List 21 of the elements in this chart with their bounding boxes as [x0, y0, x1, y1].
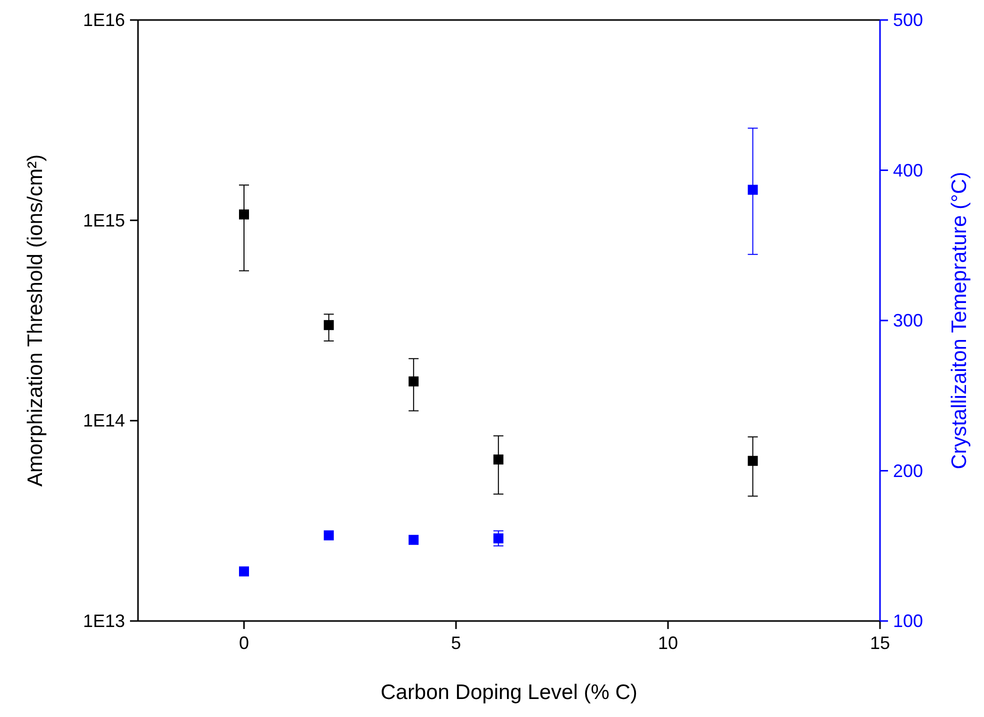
point [239, 209, 249, 220]
y2-tick-label: 200 [893, 460, 924, 481]
point [748, 456, 758, 466]
x-tick-label: 0 [238, 633, 250, 653]
x-tick-label: 10 [658, 633, 678, 653]
y2-tick-label: 300 [893, 310, 924, 330]
y-tick-label: 1E13 [82, 611, 125, 631]
y2-axis-title: Crystallizaiton Temeprature (°C) [948, 172, 971, 470]
x-axis-title: Carbon Doping Level (% C) [380, 681, 638, 704]
y-tick-label: 1E16 [82, 10, 125, 30]
y-tick-label: 1E14 [82, 410, 125, 431]
point [408, 376, 419, 386]
y2-tick-label: 500 [893, 10, 924, 30]
y-tick-label: 1E15 [82, 210, 125, 230]
y2-tick-label: 100 [893, 611, 924, 631]
y2-tick-label: 400 [893, 160, 924, 180]
point [324, 320, 334, 330]
point [493, 454, 504, 464]
x-tick-label: 5 [450, 633, 462, 653]
x-tick-label: 15 [870, 633, 890, 653]
y-axis-title: Amorphization Threshold (ions/cm²) [24, 154, 47, 487]
